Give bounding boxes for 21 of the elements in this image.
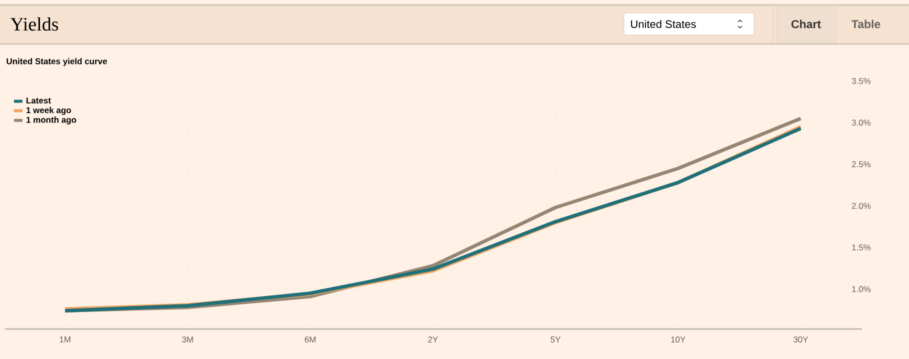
x-tick-label: 5Y [550,336,561,342]
text: United States [631,20,696,28]
legend-label: 1 week ago [26,106,71,115]
y-tick-label: 3.5% [852,78,871,84]
legend-label: Latest [26,98,51,104]
x-tick-label: 3M [182,336,193,343]
chart-subtitle: United States yield curve [6,58,107,66]
x-tick-label: 30Y [793,336,808,343]
y-tick-label: 3.0% [852,120,871,126]
y-tick-label: 1.5% [852,244,871,250]
legend-label: 1 month ago [26,116,76,125]
y-tick-label: 2.5% [852,161,871,168]
y-tick-label: 1.0% [852,286,871,292]
x-tick-label: 1M [60,336,70,342]
x-tick-label: 2Y [428,336,438,342]
chart-title: Yields [10,17,58,31]
y-tick-label: 2.0% [852,202,871,209]
text: Chart [791,20,821,28]
x-tick-label: 6M [304,336,316,343]
text: Table [852,20,880,28]
x-tick-label: 10Y [671,336,686,343]
